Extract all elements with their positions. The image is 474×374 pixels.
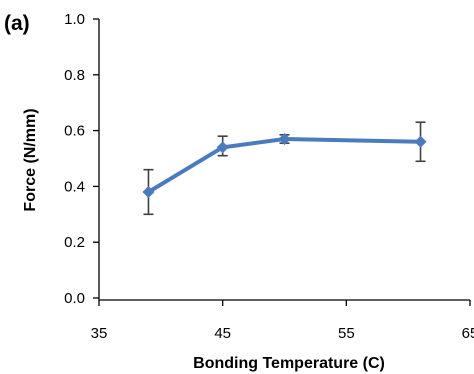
data-point-marker (142, 185, 155, 198)
x-tick-label: 35 (91, 325, 108, 342)
y-tick-label: 0.8 (64, 67, 85, 84)
data-point-marker (216, 141, 229, 154)
series-line (146, 136, 423, 194)
x-tick-label: 55 (338, 325, 355, 342)
y-tick-label: 0.2 (64, 234, 85, 251)
y-tick-label: 0.0 (64, 290, 85, 307)
x-tick-label: 45 (214, 325, 231, 342)
data-point-marker (414, 135, 427, 148)
x-axis-title: Bonding Temperature (C) (193, 355, 385, 372)
x-tick-label: 65 (462, 325, 474, 342)
y-tick-label: 1.0 (64, 11, 85, 28)
plot-axes (98, 19, 470, 301)
plot-area (142, 121, 427, 216)
x-axis-ticks: 35 45 55 65 (91, 300, 474, 342)
panel-label: (a) (4, 12, 30, 35)
y-tick-label: 0.6 (64, 123, 85, 140)
data-point-marker (278, 132, 291, 145)
y-tick-label: 0.4 (64, 178, 85, 195)
y-axis-title: Force (N/mm) (22, 108, 39, 211)
y-axis-ticks: 0.0 0.2 0.4 0.6 0.8 1.0 (64, 11, 99, 307)
